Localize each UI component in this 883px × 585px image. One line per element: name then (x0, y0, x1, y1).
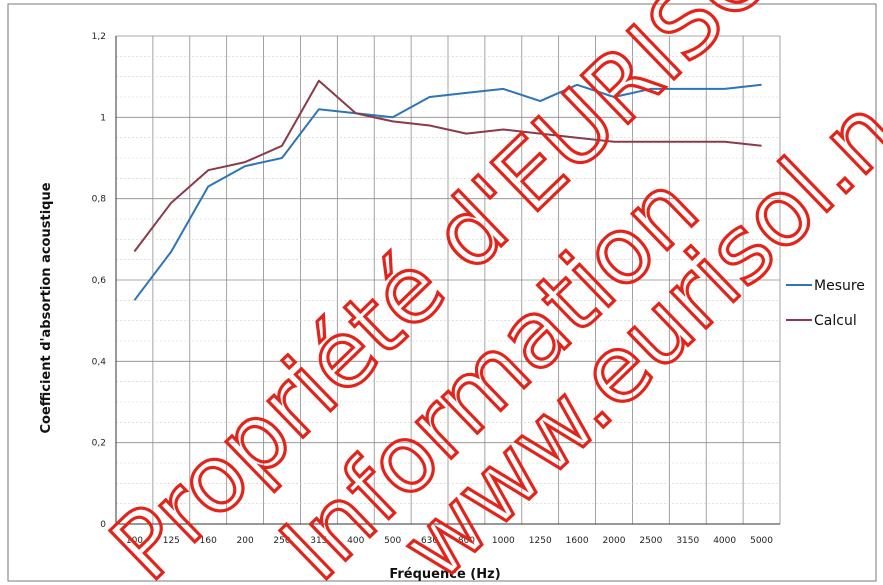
x-tick-label: 500 (384, 536, 401, 546)
axes (115, 36, 780, 525)
x-tick-label: 400 (347, 536, 364, 546)
y-axis-label: Coefficient d'absortion acoustique (39, 182, 54, 433)
y-tick-label: 1,2 (92, 32, 106, 42)
x-tick-label: 4000 (713, 536, 736, 546)
x-tick-label: 100 (126, 536, 143, 546)
y-tick-label: 0,8 (92, 195, 107, 205)
x-tick-label: 2500 (639, 536, 662, 546)
x-tick-label: 800 (458, 536, 475, 546)
legend-label: Calcul (814, 313, 857, 329)
series-line-calcul (133, 79, 762, 253)
x-tick-label: 1000 (492, 536, 515, 546)
y-tick-label: 0 (100, 520, 106, 530)
x-axis-label: Fréquence (Hz) (389, 567, 500, 582)
x-tick-label: 5000 (750, 536, 773, 546)
x-tick-label: 200 (237, 536, 254, 546)
series-lines (133, 79, 762, 301)
y-tick-label: 1 (100, 113, 106, 123)
y-tick-label: 0,4 (92, 357, 107, 367)
y-tick-labels: 0 0,2 0,4 0,6 0,8 1 1,2 (92, 32, 107, 530)
x-tick-label: 630 (421, 536, 438, 546)
legend-label: Mesure (814, 278, 865, 294)
x-tick-label: 315 (310, 536, 327, 546)
x-tick-label: 2000 (603, 536, 626, 546)
y-tick-label: 0,2 (92, 439, 106, 449)
x-tick-label: 1250 (529, 536, 552, 546)
x-tick-label: 250 (273, 536, 290, 546)
y-tick-label: 0,6 (92, 276, 107, 286)
x-tick-labels: 100 125 160 200 250 315 400 500 630 800 1000 1250 16… (126, 536, 773, 546)
x-tick-label: 1600 (566, 536, 589, 546)
legend: Mesure Calcul (786, 278, 865, 329)
series-line-mesure (133, 83, 762, 301)
x-tick-label: 125 (163, 536, 180, 546)
x-tick-label: 3150 (676, 536, 699, 546)
x-tick-label: 160 (200, 536, 217, 546)
